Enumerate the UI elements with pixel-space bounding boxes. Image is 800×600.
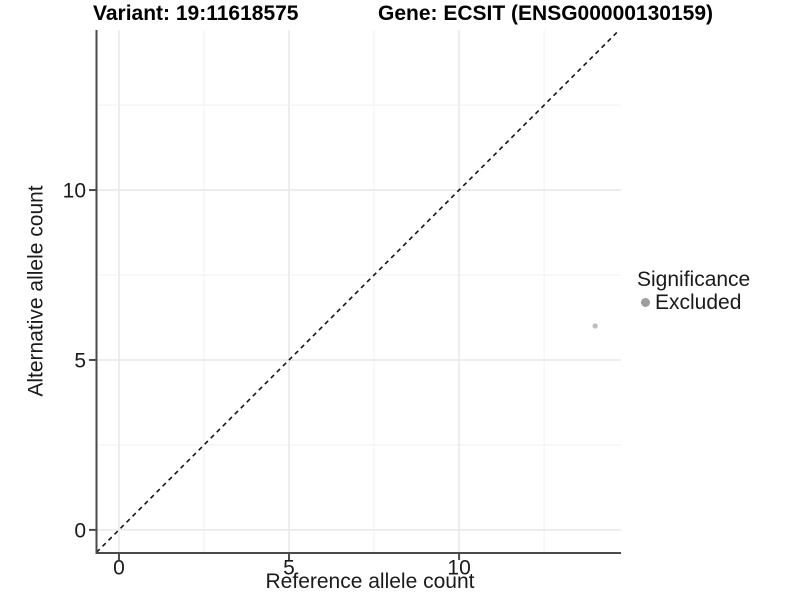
x-tick-label: 0	[113, 557, 125, 580]
y-tick-label: 10	[63, 180, 86, 203]
y-tick-label: 0	[74, 519, 86, 542]
x-tick-label: 10	[447, 557, 470, 580]
excluded-point-icon	[641, 298, 650, 307]
legend: Significance Excluded	[637, 268, 750, 314]
x-tick-label: 5	[283, 557, 295, 580]
y-tick-label: 5	[74, 349, 86, 372]
y-axis-title: Alternative allele count	[24, 185, 48, 397]
data-point	[592, 323, 598, 329]
legend-item-excluded: Excluded	[637, 291, 750, 314]
legend-title: Significance	[637, 268, 751, 291]
variant-title: Variant: 19:11618575	[93, 2, 299, 25]
gene-title: Gene: ECSIT (ENSG00000130159)	[378, 2, 713, 25]
legend-item-label: Excluded	[655, 291, 742, 314]
identity-dashed-line	[95, 29, 620, 553]
x-axis-title: Reference allele count	[265, 570, 475, 593]
